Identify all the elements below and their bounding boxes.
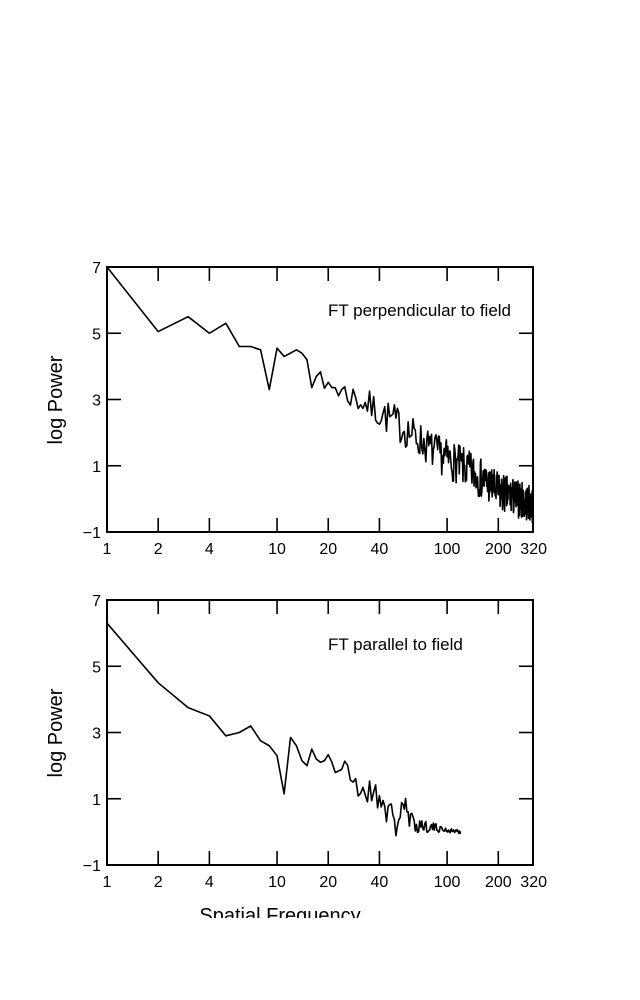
x-tick-label-perpendicular: 4: [205, 541, 214, 558]
plot-frame-parallel: [106, 599, 534, 866]
x-tick-label-perpendicular: 320: [520, 541, 547, 558]
x-ticks-parallel: 1 2 4 10 20 40 100 200 320: [103, 600, 547, 891]
x-tick-label-parallel: 2: [154, 874, 163, 891]
x-ticks-perpendicular: 1 2 4 10 20 40 100 200 320: [103, 267, 547, 558]
y-tick-label-parallel: 1: [92, 792, 101, 809]
x-tick-label-perpendicular: 1: [103, 541, 112, 558]
x-tick-label-parallel: 10: [268, 874, 286, 891]
x-tick-label-perpendicular: 40: [371, 541, 389, 558]
y-axis-label-perpendicular: log Power: [45, 355, 67, 444]
y-tick-label-perpendicular: 7: [92, 260, 101, 277]
x-tick-label-parallel: 20: [319, 874, 337, 891]
x-tick-label-perpendicular: 200: [485, 541, 512, 558]
x-tick-label-parallel: 1: [103, 874, 112, 891]
y-axis-label-parallel: log Power: [45, 688, 67, 777]
y-tick-label-perpendicular: 1: [92, 459, 101, 476]
annotation-parallel: FT parallel to field: [328, 635, 463, 654]
y-tick-label-parallel: −1: [83, 858, 101, 875]
y-tick-label-parallel: 3: [92, 726, 101, 743]
x-axis-label: Spatial Frequency: [199, 905, 361, 918]
x-tick-label-perpendicular: 20: [319, 541, 337, 558]
y-tick-label-perpendicular: 3: [92, 393, 101, 410]
page-cutoff: [0, 918, 640, 1000]
y-tick-label-parallel: 5: [92, 659, 101, 676]
y-ticks-parallel: −1 1 3 5 7: [83, 593, 533, 875]
annotation-perpendicular: FT perpendicular to field: [328, 301, 511, 320]
x-tick-label-perpendicular: 10: [268, 541, 286, 558]
series-line-perpendicular: [106, 266, 534, 524]
x-tick-label-parallel: 40: [371, 874, 389, 891]
x-tick-label-parallel: 4: [205, 874, 214, 891]
x-tick-label-perpendicular: 2: [154, 541, 163, 558]
x-tick-label-parallel: 200: [485, 874, 512, 891]
series-line-parallel: [106, 622, 462, 837]
x-tick-label-perpendicular: 100: [434, 541, 461, 558]
y-ticks-perpendicular: −1 1 3 5 7: [83, 260, 533, 542]
y-tick-label-parallel: 7: [92, 593, 101, 610]
x-axis-label-clipped: Spatial Frequency: [150, 904, 410, 918]
x-tick-label-parallel: 100: [434, 874, 461, 891]
x-tick-label-parallel: 320: [520, 874, 547, 891]
y-tick-label-perpendicular: 5: [92, 326, 101, 343]
y-tick-label-perpendicular: −1: [83, 525, 101, 542]
